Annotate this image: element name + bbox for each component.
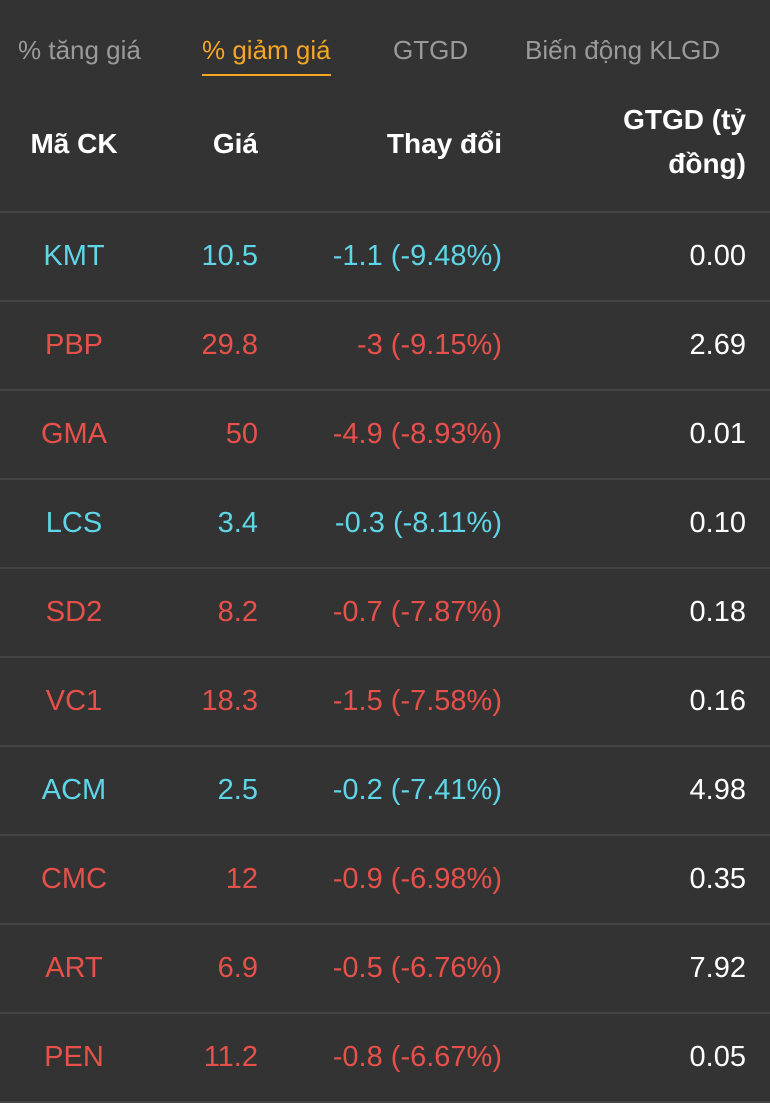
change-cell: -0.2 (-7.41%) bbox=[332, 774, 502, 806]
symbol-cell: CMC bbox=[40, 863, 108, 895]
symbol-cell: VC1 bbox=[45, 685, 103, 717]
stock-table-body: KMT 10.5 -1.1 (-9.48%) 0.00 PBP 29.8 -3 … bbox=[0, 213, 770, 1103]
table-row[interactable]: CMC 12 -0.9 (-6.98%) 0.35 bbox=[0, 836, 770, 925]
price-cell: 3.4 bbox=[217, 507, 258, 539]
price-cell: 6.9 bbox=[217, 952, 258, 984]
change-cell: -0.9 (-6.98%) bbox=[332, 863, 502, 895]
trade-value-cell: 0.05 bbox=[689, 1041, 746, 1073]
price-cell: 29.8 bbox=[201, 329, 258, 361]
table-row[interactable]: PBP 29.8 -3 (-9.15%) 2.69 bbox=[0, 302, 770, 391]
trade-value-cell: 0.35 bbox=[689, 863, 746, 895]
trade-value-cell: 2.69 bbox=[689, 329, 746, 361]
change-cell: -1.1 (-9.48%) bbox=[332, 240, 502, 272]
tab-decrease-percent[interactable]: % giảm giá bbox=[202, 34, 331, 76]
trade-value-cell: 4.98 bbox=[689, 774, 746, 806]
tab-trade-value[interactable]: GTGD bbox=[393, 35, 469, 65]
active-tab-underline bbox=[202, 74, 331, 76]
change-cell: -0.7 (-7.87%) bbox=[332, 596, 502, 628]
symbol-cell: GMA bbox=[40, 418, 108, 450]
symbol-cell: PBP bbox=[44, 329, 104, 361]
table-header: Mã CK Giá Thay đổi GTGD (tỷ đồng) bbox=[0, 95, 770, 213]
price-cell: 8.2 bbox=[217, 596, 258, 628]
tab-volume-change[interactable]: Biến động KLGD bbox=[525, 35, 721, 65]
change-cell: -0.5 (-6.76%) bbox=[332, 952, 502, 984]
change-cell: -4.9 (-8.93%) bbox=[332, 418, 502, 450]
column-header-trade-value[interactable]: GTGD (tỷ đồng) bbox=[502, 98, 746, 186]
tab-bar: % tăng giá % giảm giá GTGD Biến động KLG… bbox=[0, 0, 770, 95]
tab-decrease-percent-label: % giảm giá bbox=[202, 35, 331, 65]
change-cell: -3 (-9.15%) bbox=[356, 329, 502, 361]
table-row[interactable]: LCS 3.4 -0.3 (-8.11%) 0.10 bbox=[0, 480, 770, 569]
symbol-cell: LCS bbox=[45, 507, 103, 539]
symbol-cell: PEN bbox=[44, 1041, 104, 1073]
column-header-trade-value-line2: đồng) bbox=[668, 148, 746, 179]
table-row[interactable]: GMA 50 -4.9 (-8.93%) 0.01 bbox=[0, 391, 770, 480]
column-header-trade-value-line1: GTGD (tỷ bbox=[623, 104, 746, 135]
trade-value-cell: 0.01 bbox=[689, 418, 746, 450]
trade-value-cell: 0.00 bbox=[689, 240, 746, 272]
table-row[interactable]: ACM 2.5 -0.2 (-7.41%) 4.98 bbox=[0, 747, 770, 836]
trade-value-cell: 7.92 bbox=[689, 952, 746, 984]
price-cell: 2.5 bbox=[217, 774, 258, 806]
column-header-change[interactable]: Thay đổi bbox=[386, 128, 502, 159]
symbol-cell: KMT bbox=[43, 240, 105, 272]
table-row[interactable]: VC1 18.3 -1.5 (-7.58%) 0.16 bbox=[0, 658, 770, 747]
table-row[interactable]: SD2 8.2 -0.7 (-7.87%) 0.18 bbox=[0, 569, 770, 658]
trade-value-cell: 0.18 bbox=[689, 596, 746, 628]
change-cell: -1.5 (-7.58%) bbox=[332, 685, 502, 717]
price-cell: 50 bbox=[225, 418, 258, 450]
trade-value-cell: 0.16 bbox=[689, 685, 746, 717]
tab-increase-percent[interactable]: % tăng giá bbox=[18, 35, 141, 65]
price-cell: 11.2 bbox=[203, 1041, 258, 1073]
column-header-price[interactable]: Giá bbox=[212, 128, 258, 159]
price-cell: 18.3 bbox=[201, 685, 258, 717]
table-row[interactable]: PEN 11.2 -0.8 (-6.67%) 0.05 bbox=[0, 1014, 770, 1103]
change-cell: -0.8 (-6.67%) bbox=[332, 1041, 502, 1073]
symbol-cell: ACM bbox=[41, 774, 107, 806]
change-cell: -0.3 (-8.11%) bbox=[334, 507, 502, 539]
table-row[interactable]: ART 6.9 -0.5 (-6.76%) 7.92 bbox=[0, 925, 770, 1014]
price-cell: 12 bbox=[225, 863, 258, 895]
symbol-cell: ART bbox=[45, 952, 103, 984]
trade-value-cell: 0.10 bbox=[689, 507, 746, 539]
price-cell: 10.5 bbox=[201, 240, 258, 272]
table-row[interactable]: KMT 10.5 -1.1 (-9.48%) 0.00 bbox=[0, 213, 770, 302]
symbol-cell: SD2 bbox=[45, 596, 103, 628]
column-header-symbol[interactable]: Mã CK bbox=[30, 128, 118, 159]
